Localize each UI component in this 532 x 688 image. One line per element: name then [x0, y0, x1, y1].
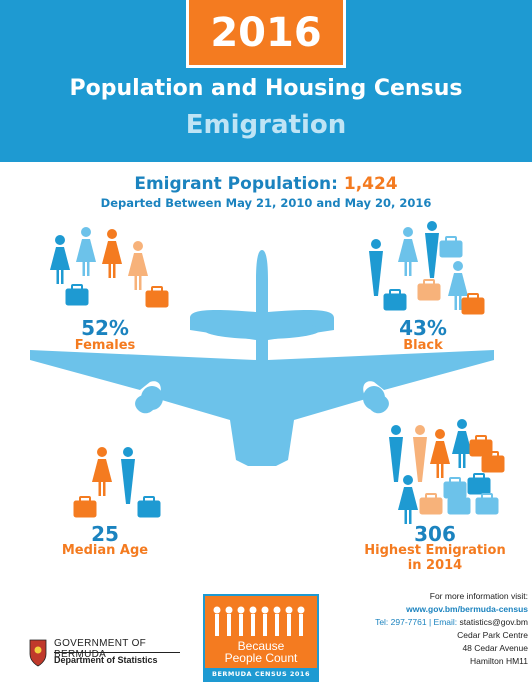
highest-emigration-label-2: in 2014: [407, 558, 463, 573]
address-line-2: 48 Cedar Avenue: [462, 643, 528, 653]
black-label: Black: [403, 338, 443, 353]
badge-line-2: People Count: [224, 651, 298, 665]
suitcase-icon: [419, 493, 443, 515]
government-name: GOVERNMENT OF BERMUDA: [54, 638, 147, 660]
department-name: Department of Statistics: [54, 655, 158, 665]
suitcase-icon: [383, 289, 407, 311]
departed-range: Departed Between May 21, 2010 and May 20…: [100, 196, 432, 210]
suitcase-icon: [417, 279, 441, 301]
suitcase-icon: [461, 293, 485, 315]
highest-emigration-group: [389, 419, 505, 524]
females-group: [50, 227, 169, 308]
emigrant-population-value: 1,424: [343, 174, 398, 194]
person-icon: [413, 425, 427, 482]
person-icon: [92, 447, 112, 496]
address-line-1: Cedar Park Centre: [457, 630, 528, 640]
suitcase-icon: [467, 473, 491, 495]
coat-of-arms-icon: [29, 639, 47, 667]
separator: |: [428, 617, 434, 627]
telephone: Tel: 297-7761: [375, 617, 427, 627]
black-group: [369, 221, 485, 315]
person-icon: [452, 419, 472, 468]
address-line-3: Hamilton HM11: [470, 656, 528, 666]
median-age-value: 25: [91, 522, 119, 546]
person-icon: [425, 221, 439, 278]
people-row-icon: [213, 606, 305, 636]
person-icon: [102, 229, 122, 278]
person-icon: [389, 425, 403, 482]
year-box: 2016: [186, 0, 346, 68]
black-value: 43%: [399, 316, 447, 340]
median-age-label: Median Age: [61, 543, 149, 558]
highest-emigration-label-1: Highest Emigration: [364, 543, 506, 558]
page-subtitle: Emigration: [185, 110, 347, 140]
airplane-icon: [30, 250, 494, 466]
person-icon: [398, 227, 418, 276]
person-icon: [430, 429, 450, 478]
suitcase-icon: [439, 236, 463, 258]
suitcase-icon: [145, 286, 169, 308]
contact-info: For more information visit: www.gov.bm/b…: [340, 590, 528, 668]
header-banner: 2016 Population and Housing Census Emigr…: [0, 0, 532, 162]
suitcase-icon: [65, 284, 89, 306]
females-label: Females: [74, 338, 136, 353]
email-label: Email:: [433, 617, 458, 627]
person-icon: [398, 475, 418, 524]
badge-line-1: Because: [237, 639, 285, 653]
emigrant-population-label: Emigrant Population:: [134, 174, 338, 194]
median-age-group: [73, 447, 161, 518]
emigrant-population: Emigrant Population: 1,424: [0, 174, 532, 194]
census-badge: Because People Count BERMUDA CENSUS 2016: [203, 594, 319, 682]
divider: [54, 652, 180, 653]
person-icon: [128, 241, 148, 290]
person-icon: [76, 227, 96, 276]
badge-strip: BERMUDA CENSUS 2016: [205, 668, 317, 680]
contact-line: Tel: 297-7761 | Email: statistics@gov.bm: [340, 616, 528, 629]
info-heading: For more information visit:: [429, 591, 528, 601]
email-link[interactable]: statistics@gov.bm: [459, 617, 528, 627]
badge-text: Because People Count: [205, 640, 317, 664]
suitcase-icon: [137, 496, 161, 518]
website-link[interactable]: www.gov.bm/bermuda-census: [406, 604, 528, 614]
females-value: 52%: [81, 316, 129, 340]
census-year: 2016: [210, 9, 322, 56]
suitcase-icon: [73, 496, 97, 518]
person-icon: [369, 239, 383, 296]
page-title: Population and Housing Census: [69, 76, 463, 101]
person-icon: [50, 235, 70, 284]
suitcase-icon: [475, 493, 499, 515]
highest-emigration-value: 306: [414, 522, 456, 546]
person-icon: [121, 447, 135, 504]
